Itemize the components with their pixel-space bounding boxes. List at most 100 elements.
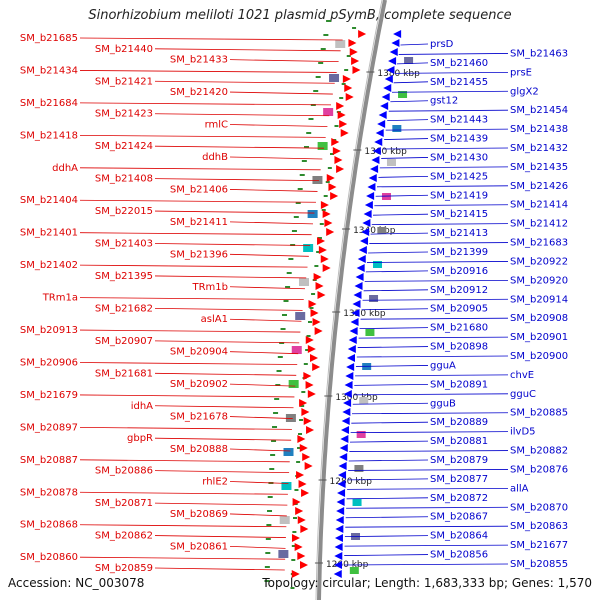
forward-gene-arrow — [342, 75, 351, 83]
gene-label-forward: SM_b20907 — [95, 336, 153, 347]
cog-category-block — [329, 74, 340, 82]
track-tick — [265, 552, 271, 554]
forward-gene-arrow — [302, 453, 311, 461]
cog-category-block — [303, 244, 314, 252]
gene-leader-line — [154, 48, 341, 52]
forward-gene-arrow — [349, 48, 358, 56]
gene-leader-line — [363, 289, 429, 292]
gene-leader-line — [346, 497, 429, 500]
gene-label-reverse: SM_b21419 — [430, 190, 488, 201]
forward-gene-arrow — [300, 561, 309, 569]
cog-category-block — [354, 465, 364, 472]
reverse-gene-arrow — [374, 138, 383, 146]
gene-label-reverse: SM_b20856 — [430, 550, 488, 561]
gene-label-forward: SM_b20906 — [20, 357, 78, 368]
gene-leader-line — [377, 185, 509, 188]
reverse-gene-arrow — [381, 93, 390, 101]
track-tick — [327, 167, 332, 169]
gene-label-reverse: SM_b21455 — [430, 77, 488, 88]
forward-gene-arrow — [324, 219, 333, 227]
gene-label-forward: SM_b20886 — [95, 466, 153, 477]
gene-label-forward: SM_b22015 — [95, 206, 153, 217]
track-tick — [269, 468, 275, 470]
track-tick — [281, 314, 287, 316]
track-tick — [264, 580, 270, 582]
forward-gene-arrow — [313, 273, 322, 281]
gene-leader-line — [229, 448, 291, 452]
gene-leader-line — [395, 71, 509, 74]
forward-gene-arrow — [292, 498, 301, 506]
reverse-gene-arrow — [338, 471, 347, 479]
gene-leader-line — [229, 318, 302, 322]
reverse-gene-arrow — [358, 246, 367, 254]
forward-gene-arrow — [300, 525, 309, 533]
gene-label-forward: SM_b21420 — [170, 87, 228, 98]
forward-gene-arrow — [312, 363, 321, 371]
gene-leader-line — [398, 53, 509, 55]
track-tick — [329, 153, 334, 155]
track-tick — [319, 223, 324, 225]
gene-leader-line — [381, 157, 429, 159]
gene-label-reverse: SM_b20905 — [430, 304, 488, 315]
forward-gene-arrow — [320, 201, 329, 209]
reverse-gene-arrow — [360, 237, 369, 245]
track-tick — [306, 132, 312, 134]
reverse-gene-arrow — [350, 318, 359, 326]
track-tick — [283, 300, 289, 302]
reverse-gene-arrow — [346, 354, 355, 362]
topology-summary: Topology: circular; Length: 1,683,333 bp… — [262, 576, 592, 590]
gene-leader-line — [154, 243, 311, 246]
forward-gene-arrow — [345, 93, 354, 101]
track-tick — [277, 356, 283, 358]
gene-leader-line — [344, 554, 429, 556]
gene-leader-line — [154, 372, 297, 376]
gene-label-reverse: SM_b20900 — [510, 351, 568, 362]
gene-leader-line — [390, 100, 429, 103]
gene-leader-line — [382, 147, 509, 150]
gene-label-forward: SM_b21433 — [170, 55, 228, 66]
gene-leader-line — [359, 327, 429, 330]
gene-leader-line — [348, 459, 429, 462]
cog-category-block — [291, 346, 302, 354]
gene-leader-line — [229, 221, 314, 225]
gene-leader-line — [343, 563, 509, 566]
gene-leader-line — [393, 81, 429, 84]
track-tick — [291, 545, 296, 547]
cog-category-block — [285, 414, 296, 422]
gene-label-forward: rhlE2 — [202, 476, 228, 487]
track-tick — [306, 335, 311, 337]
gene-label-reverse: SM_b21435 — [510, 162, 568, 173]
gene-label-reverse: SM_b21460 — [430, 58, 488, 69]
gene-label-forward: SM_b20869 — [170, 509, 228, 520]
gene-label-reverse: SM_b21430 — [430, 152, 488, 163]
track-tick — [298, 433, 303, 435]
gene-leader-line — [229, 383, 296, 387]
forward-gene-arrow — [291, 534, 300, 542]
track-tick — [339, 97, 344, 99]
gene-leader-line — [154, 113, 330, 117]
reverse-gene-arrow — [353, 291, 362, 299]
gene-leader-line — [396, 62, 429, 65]
reverse-gene-arrow — [386, 66, 395, 74]
gene-label-reverse: SM_b20889 — [430, 417, 488, 428]
reverse-gene-arrow — [371, 156, 380, 164]
forward-gene-arrow — [301, 489, 310, 497]
track-tick — [321, 209, 326, 211]
track-tick — [311, 293, 316, 295]
reverse-gene-arrow — [364, 201, 373, 209]
forward-gene-arrow — [340, 129, 349, 137]
reverse-gene-arrow — [383, 84, 392, 92]
reverse-gene-arrow — [370, 165, 379, 173]
gene-leader-line — [400, 43, 429, 46]
reverse-gene-arrow — [343, 399, 352, 407]
cog-category-block — [288, 380, 299, 388]
track-tick — [303, 363, 308, 365]
gene-leader-line — [229, 59, 339, 63]
gene-label-forward: ddhA — [52, 163, 78, 174]
reverse-gene-arrow — [361, 228, 370, 236]
gene-leader-line — [154, 567, 285, 571]
gene-leader-line — [365, 270, 429, 273]
track-tick — [265, 538, 271, 540]
gene-label-forward: SM_b21404 — [20, 195, 78, 206]
